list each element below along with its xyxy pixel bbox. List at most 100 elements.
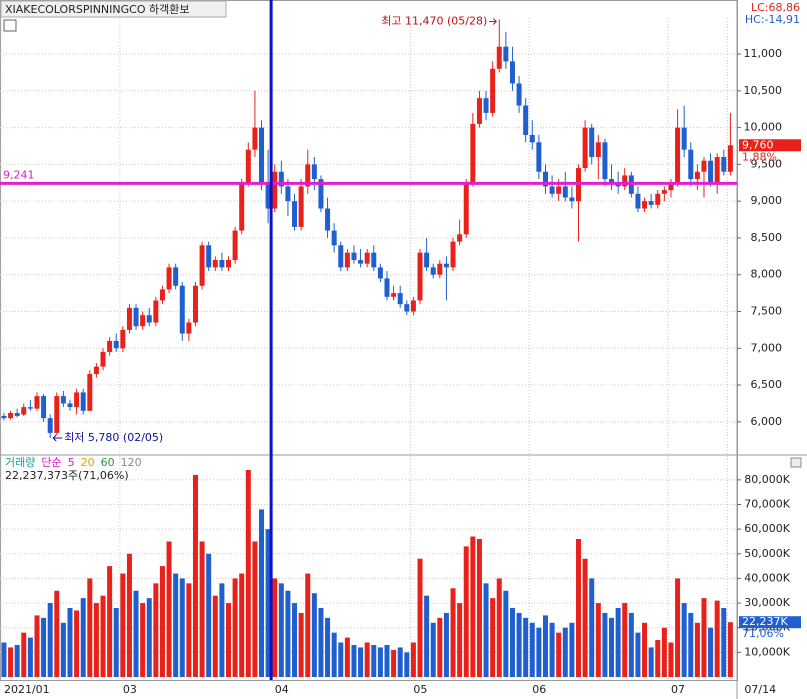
- volume-bar: [476, 539, 482, 677]
- x-tick-label: 07: [671, 683, 685, 696]
- y-tick-label: 10,500: [744, 84, 783, 97]
- volume-bar: [364, 642, 370, 677]
- volume-bar: [252, 541, 258, 677]
- volume-bar: [668, 642, 674, 677]
- candle-body: [648, 201, 654, 205]
- volume-bar: [562, 627, 568, 677]
- candle-body: [146, 315, 152, 323]
- y-tick-label: 7,500: [751, 305, 783, 318]
- candle-body: [509, 61, 515, 84]
- high-arrow: [489, 18, 497, 25]
- grid-icon[interactable]: [3, 19, 17, 32]
- volume-bar: [648, 647, 654, 677]
- volume-bar: [60, 622, 66, 677]
- candle-body: [305, 164, 311, 187]
- candle-body: [60, 396, 66, 404]
- candle-body: [331, 230, 337, 246]
- candle-body: [688, 149, 694, 180]
- last-volume-box: [739, 616, 801, 629]
- volume-bar: [199, 541, 205, 677]
- volume-bar: [192, 474, 198, 677]
- volume-bar: [602, 612, 608, 677]
- volume-bar: [166, 541, 172, 677]
- panel-button[interactable]: [790, 457, 802, 468]
- volume-bar: [298, 612, 304, 677]
- y-tick-label: 11,000: [744, 47, 783, 60]
- volume-total: 22,237,373주(71,06%): [5, 469, 129, 482]
- lc-label: LC:68,86: [751, 1, 800, 14]
- candle-body: [292, 201, 298, 227]
- candle-body: [325, 208, 331, 231]
- volume-bar: [41, 617, 47, 677]
- volume-bar: [615, 608, 621, 677]
- candle-body: [252, 127, 258, 150]
- volume-bar: [245, 470, 251, 677]
- legend-entry: 60: [101, 456, 115, 469]
- last-price: 9,760: [742, 138, 774, 151]
- candle-body: [67, 403, 73, 408]
- candle-body: [536, 142, 542, 172]
- volume-bar: [576, 539, 582, 677]
- volume-bar: [377, 647, 383, 677]
- x-tick-label: 06: [532, 683, 546, 696]
- volume-bar: [437, 617, 443, 677]
- volume-bar: [714, 600, 720, 677]
- candle-body: [206, 245, 212, 268]
- y-tick-label: 30,000K: [744, 596, 790, 609]
- volume-bar: [661, 627, 667, 677]
- volume-bar: [87, 578, 93, 677]
- x-tick-label: 2021/01: [4, 683, 50, 696]
- last-price-box: [739, 139, 801, 152]
- volume-bar: [159, 566, 165, 677]
- reference-label: 9,241: [3, 168, 35, 181]
- candle-body: [87, 374, 93, 411]
- candle-body: [358, 260, 364, 264]
- candle-body: [589, 127, 595, 158]
- volume-bar: [14, 644, 20, 677]
- volume-bar: [542, 615, 548, 677]
- candle-body: [100, 351, 106, 367]
- volume-bar: [259, 509, 265, 677]
- volume-bar: [186, 583, 192, 677]
- volume-bar: [430, 622, 436, 677]
- candle-body: [14, 413, 20, 416]
- y-tick-label: 40,000K: [744, 571, 790, 584]
- volume-bar: [344, 637, 350, 677]
- volume-bar: [358, 647, 364, 677]
- candle-body: [219, 260, 225, 268]
- volume-bar: [609, 617, 615, 677]
- title-box: [0, 0, 227, 18]
- last-volume: 22,237K: [742, 615, 788, 628]
- candle-body: [351, 252, 357, 261]
- candle-body: [27, 407, 33, 409]
- candle-body: [159, 289, 165, 301]
- candle-body: [179, 285, 185, 334]
- volume-bar: [595, 603, 601, 677]
- volume-bar: [285, 590, 291, 677]
- candle-body: [377, 267, 383, 279]
- candle-body: [133, 307, 139, 327]
- volume-bar: [655, 640, 661, 677]
- volume-bar: [424, 595, 430, 677]
- volume-bar: [509, 608, 515, 677]
- candle-body: [166, 267, 172, 290]
- y-tick-label: 70,000K: [744, 498, 790, 511]
- volume-bar: [708, 627, 714, 677]
- candle-body: [661, 190, 667, 194]
- volume-bar: [278, 583, 284, 677]
- candle-body: [47, 418, 53, 433]
- candle-body: [476, 98, 482, 124]
- volume-bar: [272, 578, 278, 677]
- high-annotation: 최고 11,470 (05/28): [381, 14, 487, 27]
- candle-body: [450, 241, 456, 268]
- candle-body: [93, 366, 99, 375]
- candle-body: [259, 127, 265, 183]
- legend-entry: 5: [68, 456, 75, 469]
- candle-body: [490, 68, 496, 113]
- legend-entry: 단순: [41, 456, 61, 469]
- volume-bar: [384, 644, 390, 677]
- candle-body: [457, 234, 463, 242]
- volume-bar: [325, 617, 331, 677]
- candle-body: [140, 315, 146, 327]
- candle-body: [338, 245, 344, 268]
